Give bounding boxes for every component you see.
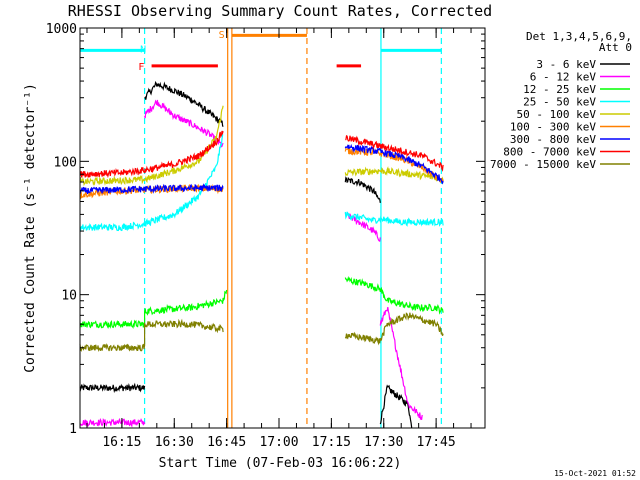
footer-date: 15-Oct-2021 01:52 <box>554 469 636 478</box>
series-8-segment-2 <box>345 134 444 172</box>
series-3-segment-1 <box>79 289 228 330</box>
series-2-segment-4 <box>379 307 423 421</box>
x-tick-label: 17:00 <box>259 435 298 450</box>
legend-label-3: 12 - 25 keV <box>523 83 596 96</box>
legend-label-1: 3 - 6 keV <box>536 58 596 71</box>
series-5-segment-2 <box>344 166 444 184</box>
x-tick-label: 17:30 <box>364 435 403 450</box>
plot-area: FN S <box>79 28 444 429</box>
legend-label-7: 300 - 800 keV <box>510 133 596 146</box>
x-tick-label: 17:45 <box>417 435 456 450</box>
series-3-segment-2 <box>344 275 444 315</box>
series-7-segment-1 <box>79 183 224 195</box>
series-1-segment-1 <box>79 382 146 394</box>
chart-title: RHESSI Observing Summary Count Rates, Co… <box>68 2 492 20</box>
series-7-segment-2 <box>344 143 444 185</box>
x-tick-label: 16:45 <box>207 435 246 450</box>
series-4-segment-2 <box>344 211 444 227</box>
series-5 <box>79 105 444 187</box>
x-tick-label: 17:15 <box>312 435 351 450</box>
series-2-segment-2 <box>144 99 224 148</box>
y-axis-label: Corrected Count Rate (s⁻¹ detector⁻¹) <box>23 83 38 373</box>
y-axis: 1 10 100 1000 <box>46 22 485 437</box>
legend-label-4: 25 - 50 keV <box>523 96 596 109</box>
series-2-segment-1 <box>79 417 146 428</box>
series-9-segment-2 <box>344 312 444 346</box>
legend-label-9: 7000 - 15000 keV <box>490 158 596 171</box>
x-axis: 16:15 16:30 16:45 17:00 17:15 17:30 17:45 <box>86 28 472 450</box>
series-7 <box>79 143 444 195</box>
series-1 <box>79 80 413 429</box>
series-4-segment-1 <box>79 133 224 232</box>
series-3 <box>79 275 444 330</box>
legend-header-line-2: Att 0 <box>599 41 632 54</box>
series-1-segment-3 <box>344 176 381 203</box>
series-1-segment-4 <box>379 384 413 429</box>
series-8 <box>79 130 444 179</box>
legend-label-8: 800 - 7000 keV <box>503 146 596 159</box>
plot-frame <box>79 27 486 429</box>
series-4 <box>79 133 444 232</box>
series-1-segment-2 <box>144 80 224 127</box>
series-5-segment-1 <box>79 105 224 187</box>
y-tick-label: 1 <box>69 422 77 437</box>
legend-label-6: 100 - 300 keV <box>510 121 596 134</box>
x-tick-label: 16:30 <box>155 435 194 450</box>
legend-label-5: 50 - 100 keV <box>517 108 597 121</box>
x-tick-label: 16:15 <box>102 435 141 450</box>
flag-label-3: S <box>219 30 225 41</box>
series-9 <box>79 312 444 353</box>
series-6-segment-2 <box>344 147 444 184</box>
x-axis-label: Start Time (07-Feb-03 16:06:22) <box>159 456 402 471</box>
y-tick-label: 10 <box>61 289 77 304</box>
legend-header-line-1: Det 1,3,4,5,6,9, <box>526 30 632 43</box>
flag-label-2: N <box>140 45 146 56</box>
series-6-segment-1 <box>79 183 224 200</box>
y-tick-label: 1000 <box>46 22 77 37</box>
series-8-segment-1 <box>79 130 224 179</box>
flag-label-1: F <box>138 62 144 73</box>
series-9-segment-1 <box>79 318 224 353</box>
y-tick-label: 100 <box>54 155 77 170</box>
legend-label-2: 6 - 12 keV <box>530 71 597 84</box>
